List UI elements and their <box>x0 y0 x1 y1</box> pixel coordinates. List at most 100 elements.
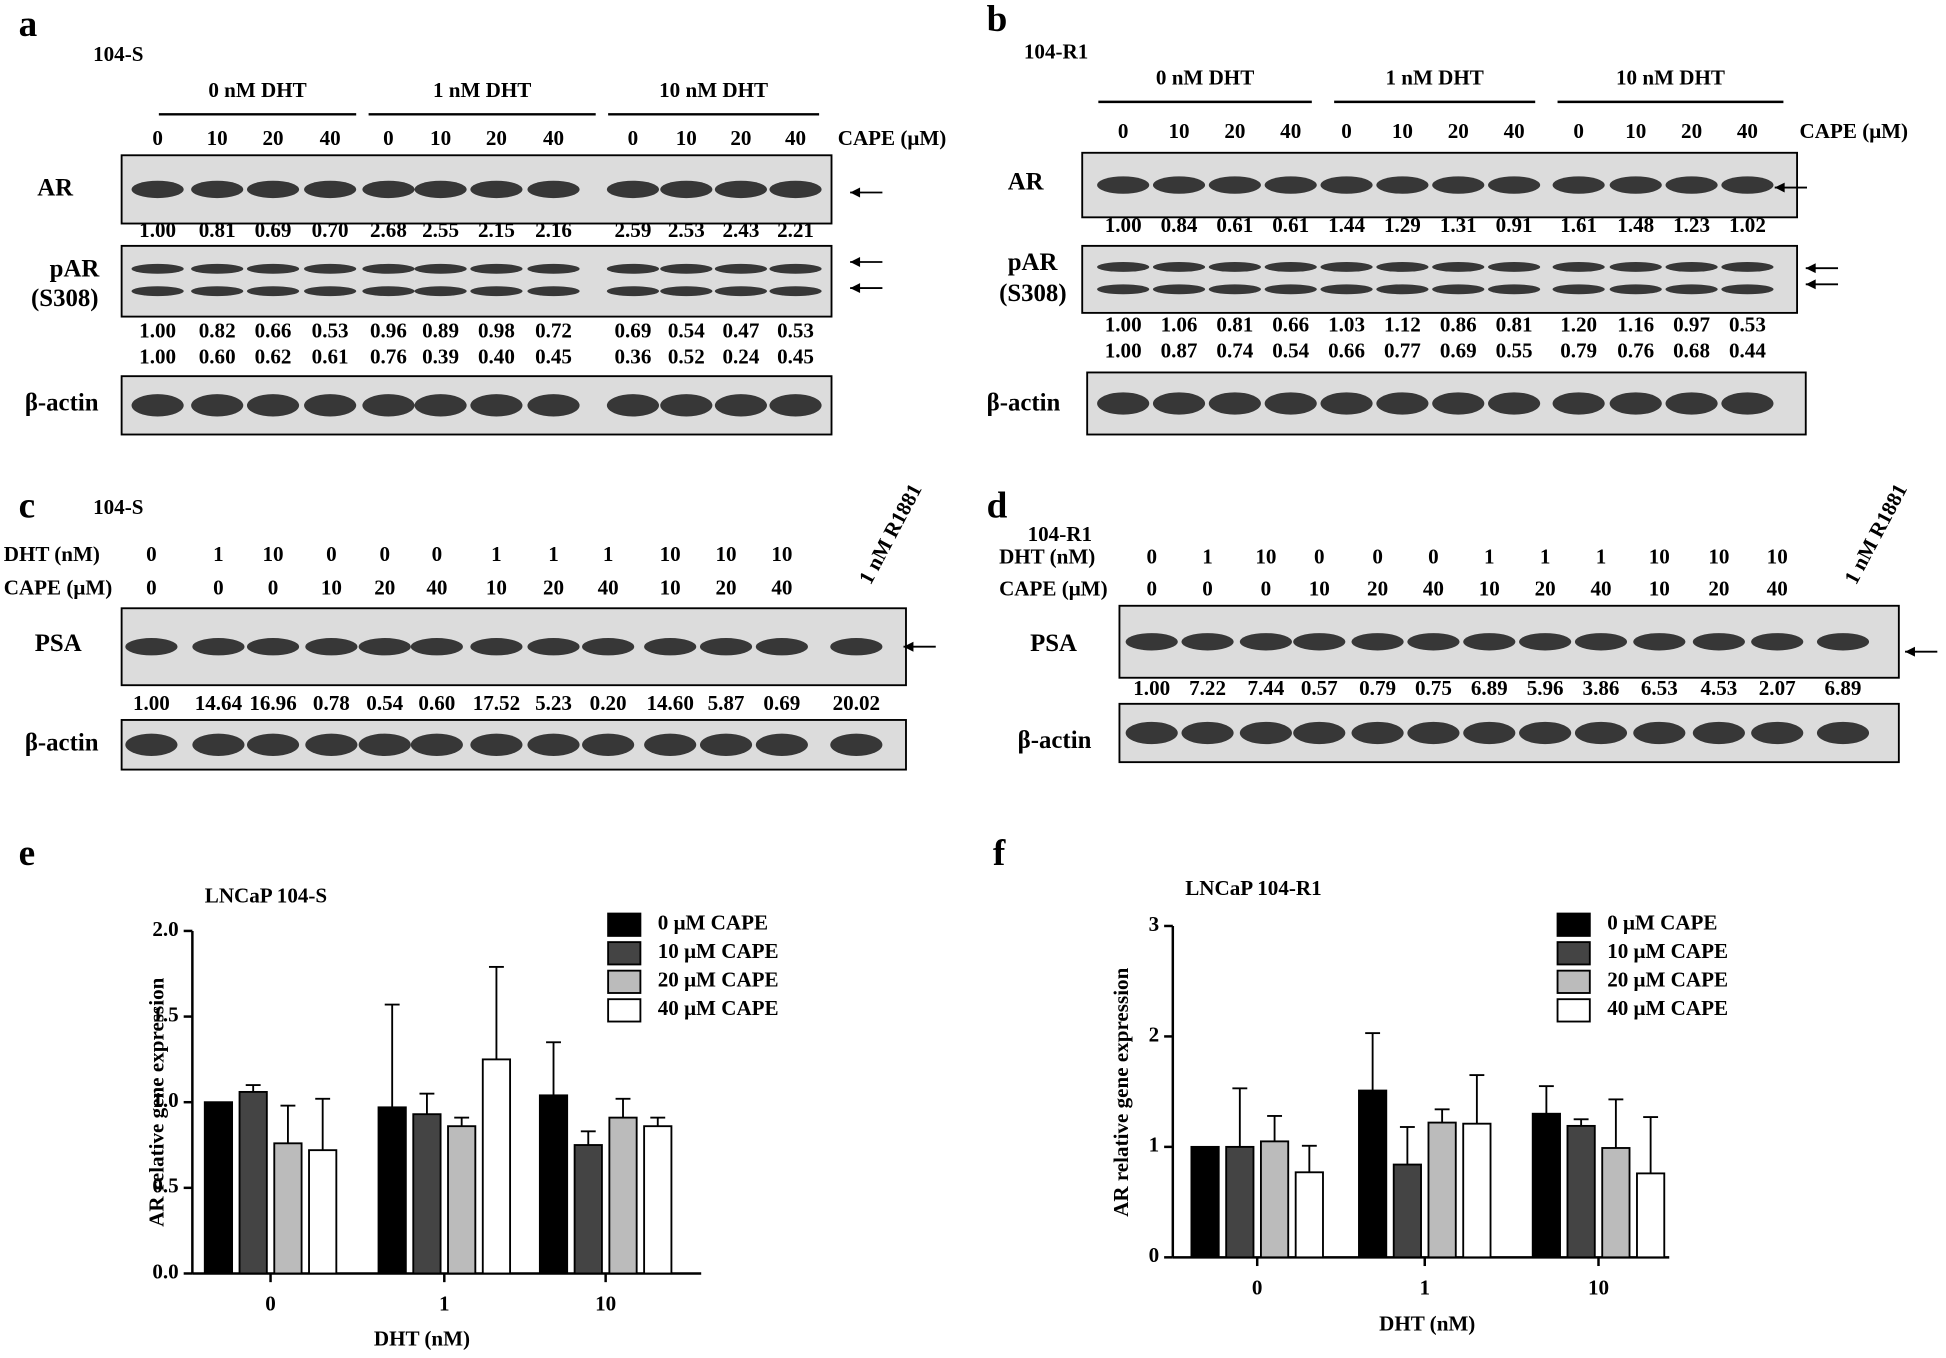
error-bar <box>546 1041 561 1096</box>
densitometry-value: 0.96 <box>370 319 407 343</box>
densitometry-value: 7.44 <box>1247 676 1284 700</box>
band <box>1125 633 1178 651</box>
band <box>362 394 415 417</box>
lane-label: 10 <box>1255 544 1276 568</box>
densitometry-value: 2.07 <box>1759 676 1796 700</box>
band <box>246 394 300 417</box>
lane-label: 10 <box>660 542 681 566</box>
densitometry-value: 0.52 <box>668 345 705 369</box>
arrow-head <box>1905 646 1915 657</box>
lane-label: 40 <box>1280 119 1301 143</box>
lane-label: 0 <box>213 575 224 599</box>
lane-label: 0 <box>432 542 443 566</box>
y-tick-label: 2.0 <box>152 917 178 941</box>
densitometry-value: 1.12 <box>1384 312 1421 336</box>
band <box>1609 176 1662 194</box>
densitometry-value: 1.02 <box>1729 213 1766 237</box>
row-sublabel: (S308) <box>999 280 1067 307</box>
lane-label: 0 <box>1428 544 1439 568</box>
densitometry-value: 0.61 <box>1216 213 1253 237</box>
band <box>769 263 822 274</box>
band <box>1097 284 1150 295</box>
lane-label: 1 <box>1202 544 1213 568</box>
band <box>1488 176 1541 194</box>
band <box>131 286 184 297</box>
lane-label: 0 <box>1372 544 1383 568</box>
densitometry-value: 0.53 <box>1729 312 1766 336</box>
lane-label: 0 <box>1341 119 1352 143</box>
error-bar <box>1573 1118 1589 1126</box>
band <box>125 733 178 756</box>
densitometry-value: 0.45 <box>777 345 814 369</box>
band <box>1609 284 1662 295</box>
lane-label: 10 <box>660 575 681 599</box>
band <box>755 638 808 656</box>
densitometry-value: 0.54 <box>366 691 403 715</box>
densitometry-value: 0.81 <box>1496 312 1533 336</box>
band <box>1208 176 1261 194</box>
y-tick-label: 3 <box>1149 912 1160 936</box>
band <box>1633 721 1686 745</box>
band <box>582 733 635 756</box>
group-label: 1 nM DHT <box>433 78 531 102</box>
group-label: 10 nM DHT <box>1616 65 1725 89</box>
densitometry-value: 0.81 <box>1216 312 1253 336</box>
lane-label: 10 <box>430 126 451 150</box>
band <box>1376 176 1429 194</box>
band <box>1239 721 1292 745</box>
lane-label: 40 <box>1423 577 1444 601</box>
error-bar <box>1267 1115 1283 1142</box>
legend-label: 0 μM CAPE <box>658 911 768 935</box>
band <box>1320 284 1373 295</box>
lane-label: 20 <box>1681 119 1702 143</box>
blot-membrane <box>120 244 833 318</box>
densitometry-value: 20.02 <box>833 691 880 715</box>
blot <box>1081 151 1799 219</box>
band <box>414 286 467 297</box>
row-label: PSA <box>35 630 82 657</box>
lane-label: 0 <box>1261 577 1272 601</box>
bar <box>1566 1124 1596 1259</box>
densitometry-value: 0.79 <box>1359 676 1396 700</box>
group-label: 1 nM DHT <box>1385 65 1483 89</box>
band <box>1665 284 1718 295</box>
lane-label: 10 <box>207 126 228 150</box>
lane-label: 40 <box>426 575 447 599</box>
lane-label: 10 <box>1309 577 1330 601</box>
band <box>1609 392 1662 415</box>
error-bar <box>1469 1074 1485 1124</box>
error-bar <box>488 965 504 1060</box>
densitometry-value: 0.98 <box>478 319 515 343</box>
band <box>769 180 822 199</box>
lane-label: 0 <box>152 126 163 150</box>
legend-swatch <box>607 941 642 966</box>
lane-label: 10 <box>1649 544 1670 568</box>
band <box>304 263 357 274</box>
lane-label: 10 <box>1168 119 1189 143</box>
densitometry-value: 0.78 <box>313 691 350 715</box>
bar <box>1259 1140 1290 1259</box>
band <box>606 180 660 199</box>
lane-label: 0 <box>1202 577 1213 601</box>
lane-label: 40 <box>771 575 792 599</box>
band <box>1208 284 1261 295</box>
lane-label: 1 <box>213 542 224 566</box>
lane-label: 10 <box>676 126 697 150</box>
panel-letter: c <box>19 486 36 527</box>
lane-label: 0 <box>379 542 390 566</box>
band <box>1264 284 1317 295</box>
densitometry-value: 0.70 <box>312 218 349 242</box>
band <box>1376 284 1429 295</box>
blot <box>120 244 833 318</box>
lane-label: 20 <box>1535 577 1556 601</box>
lane-label: 10 <box>1649 577 1670 601</box>
densitometry-value: 17.52 <box>473 691 520 715</box>
band <box>246 638 300 656</box>
extra-lane: 1 nM R1881 <box>854 480 927 588</box>
legend-swatch <box>1556 998 1591 1023</box>
bar <box>412 1113 442 1275</box>
lane-label: 40 <box>598 575 619 599</box>
bar <box>447 1125 477 1275</box>
lane-label: 10 <box>321 575 342 599</box>
